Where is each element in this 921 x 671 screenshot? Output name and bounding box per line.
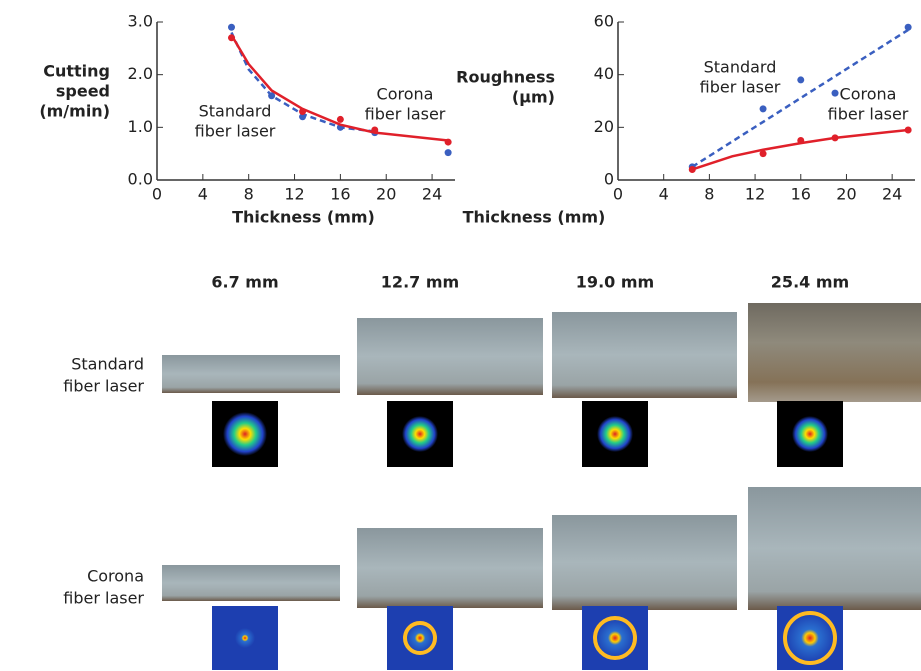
fit-line bbox=[691, 28, 909, 168]
sample-photo bbox=[357, 528, 543, 608]
point bbox=[299, 113, 307, 121]
beam-spot bbox=[402, 416, 438, 452]
sample-photo bbox=[162, 355, 340, 393]
column-label: 12.7 mm bbox=[381, 273, 459, 292]
point bbox=[759, 150, 767, 158]
point bbox=[371, 126, 379, 134]
point bbox=[299, 108, 307, 116]
y-tick-label: 2.0 bbox=[128, 64, 153, 83]
y-axis-label: Cutting bbox=[43, 62, 110, 81]
x-axis-label: Thickness (mm) bbox=[463, 208, 606, 227]
row-label: Corona bbox=[87, 567, 144, 586]
beam-ring bbox=[783, 611, 837, 665]
point bbox=[831, 89, 839, 97]
beam-spot bbox=[595, 618, 635, 658]
series-label: fiber laser bbox=[365, 105, 446, 124]
x-axis-label: Thickness (mm) bbox=[232, 208, 375, 227]
y-tick-label: 0 bbox=[604, 170, 614, 189]
x-tick-label: 24 bbox=[422, 185, 442, 204]
point bbox=[797, 137, 805, 144]
beam-ring bbox=[403, 621, 437, 655]
sample-photo bbox=[357, 318, 543, 395]
photos: 6.7 mm 12.7 mm 19.0 mm 25.4 mm Standard fiber… bbox=[63, 273, 921, 670]
sample-photo bbox=[552, 515, 737, 610]
sample-photo bbox=[552, 312, 737, 398]
x-tick-label: 4 bbox=[659, 185, 669, 204]
x-tick-label: 16 bbox=[330, 185, 350, 204]
y-tick-label: 20 bbox=[594, 117, 614, 136]
x-tick-label: 24 bbox=[882, 185, 902, 204]
x-tick-label: 0 bbox=[152, 185, 162, 204]
point bbox=[228, 34, 235, 42]
point bbox=[904, 23, 912, 31]
column-label: 25.4 mm bbox=[771, 273, 849, 292]
point bbox=[797, 76, 805, 84]
x-tick-label: 12 bbox=[284, 185, 304, 204]
fit-line bbox=[230, 32, 375, 133]
y-tick-label: 0.0 bbox=[128, 170, 153, 189]
x-tick-label: 20 bbox=[836, 185, 856, 204]
y-axis-label: (µm) bbox=[512, 88, 555, 107]
sample-photo bbox=[162, 565, 340, 601]
y-axis-label: (m/min) bbox=[39, 102, 110, 121]
row-label: fiber laser bbox=[63, 377, 144, 396]
x-tick-label: 4 bbox=[198, 185, 208, 204]
series-label: fiber laser bbox=[700, 78, 781, 97]
point bbox=[904, 126, 912, 134]
x-tick-label: 8 bbox=[704, 185, 714, 204]
point bbox=[831, 134, 839, 142]
row-label: fiber laser bbox=[63, 589, 144, 608]
beam-ring bbox=[593, 616, 637, 660]
beam-spot bbox=[792, 416, 828, 452]
sample-photo bbox=[748, 303, 921, 402]
point bbox=[444, 138, 452, 146]
x-tick-label: 16 bbox=[791, 185, 811, 204]
y-tick-label: 3.0 bbox=[128, 12, 153, 31]
y-tick-label: 1.0 bbox=[128, 117, 153, 136]
x-tick-label: 20 bbox=[376, 185, 396, 204]
y-tick-label: 60 bbox=[594, 12, 614, 31]
beam-spot bbox=[785, 613, 835, 663]
fit-line bbox=[691, 128, 909, 171]
y-tick-label: 40 bbox=[594, 64, 614, 83]
column-label: 19.0 mm bbox=[576, 273, 654, 292]
column-label: 6.7 mm bbox=[211, 273, 278, 292]
series-label: Corona bbox=[840, 85, 897, 104]
x-tick-label: 0 bbox=[613, 185, 623, 204]
point bbox=[336, 115, 344, 123]
point bbox=[444, 149, 452, 157]
y-axis-label: speed bbox=[56, 82, 110, 101]
x-tick-label: 12 bbox=[745, 185, 765, 204]
beam-spot bbox=[597, 416, 633, 452]
y-axis-label: Roughness bbox=[456, 68, 555, 87]
series-label: Standard bbox=[704, 58, 777, 77]
series-label: Standard bbox=[199, 102, 272, 121]
beam-spot bbox=[405, 623, 435, 653]
row-label: Standard bbox=[71, 355, 144, 374]
series-label: fiber laser bbox=[828, 105, 909, 124]
beam-spot bbox=[223, 412, 267, 456]
point bbox=[228, 23, 235, 31]
point bbox=[759, 105, 767, 113]
series-label: Corona bbox=[377, 85, 434, 104]
point bbox=[268, 92, 276, 100]
x-tick-label: 8 bbox=[244, 185, 254, 204]
point bbox=[688, 165, 696, 173]
beam-spot bbox=[235, 628, 255, 648]
series-label: fiber laser bbox=[195, 122, 276, 141]
sample-photo bbox=[748, 487, 921, 610]
